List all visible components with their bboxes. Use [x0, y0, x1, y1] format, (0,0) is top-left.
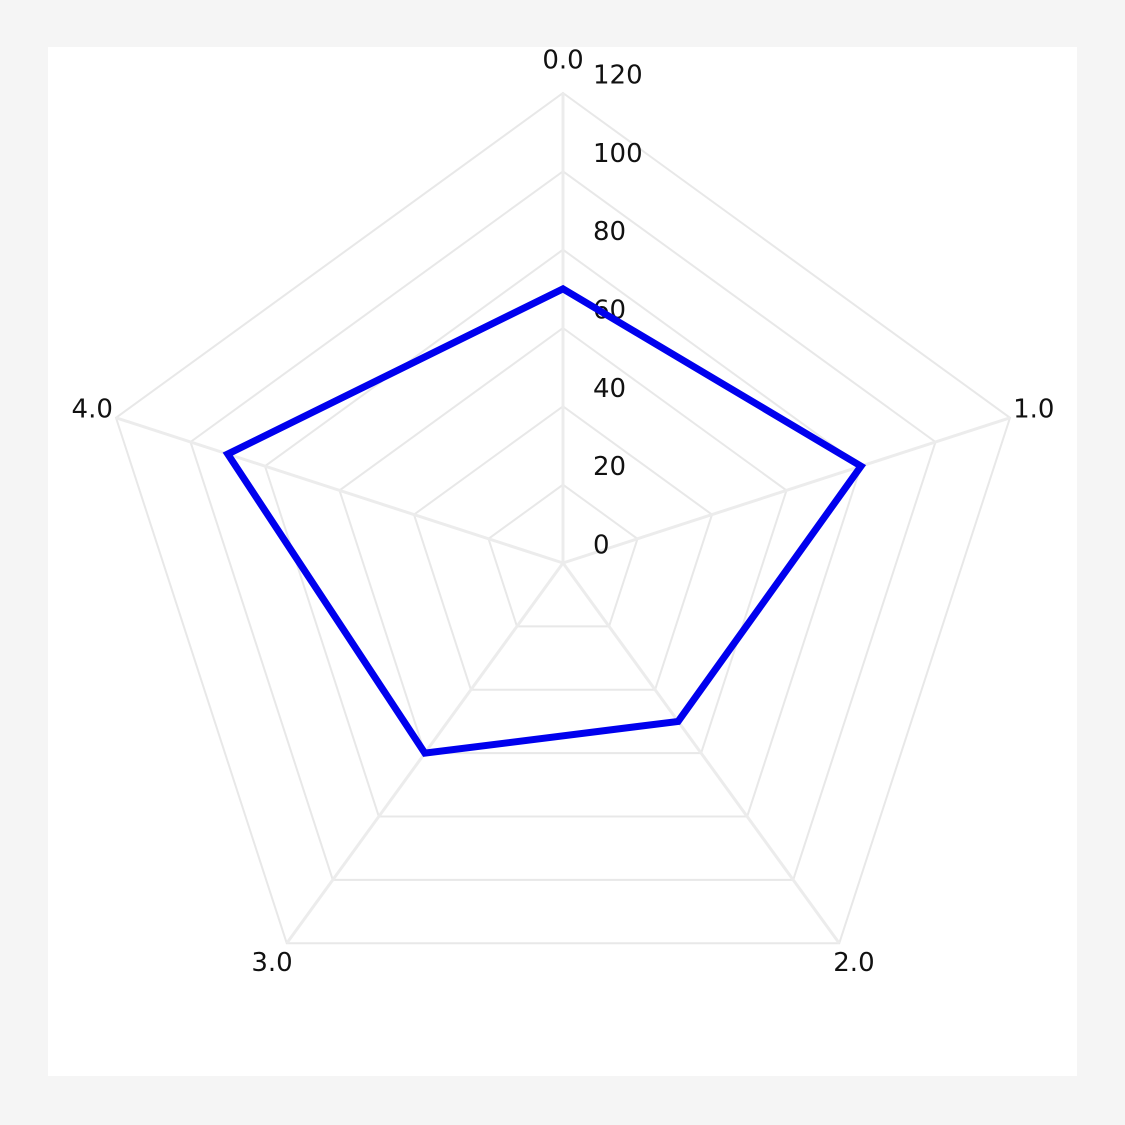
- category-label: 3.0: [251, 948, 292, 978]
- grid-line: [412, 405, 714, 691]
- series-line: [222, 284, 867, 757]
- r-tick-label: 0: [593, 531, 610, 561]
- grid-line: [487, 483, 639, 628]
- grid-line: [263, 248, 863, 818]
- category-label: 1.0: [1013, 395, 1054, 425]
- category-label: 4.0: [72, 395, 113, 425]
- r-tick-label: 100: [593, 139, 643, 169]
- category-label: 0.0: [542, 46, 583, 76]
- spoke: [561, 562, 841, 945]
- grid-line: [189, 170, 937, 881]
- spoke: [562, 416, 1011, 565]
- r-tick-label: 40: [593, 374, 626, 404]
- r-tick-label: 20: [593, 452, 626, 482]
- category-label: 2.0: [833, 948, 874, 978]
- r-tick-label: 120: [593, 61, 643, 91]
- grid-line: [338, 326, 788, 755]
- r-tick-label: 80: [593, 217, 626, 247]
- grid-line: [114, 91, 1012, 945]
- spoke: [115, 416, 564, 565]
